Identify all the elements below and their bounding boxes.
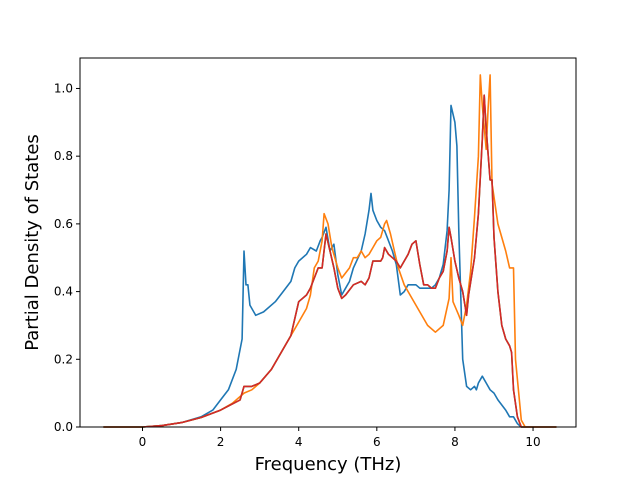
y-tick-label: 0.0 (54, 420, 73, 434)
series-layer (103, 74, 557, 428)
series-line-4 (103, 94, 557, 428)
x-tick-label: 2 (217, 435, 225, 449)
y-axis-ticks: 0.0 0.2 0.4 0.6 0.8 1.0 (54, 81, 80, 434)
x-tick-label: 6 (373, 435, 381, 449)
y-tick-label: 0.2 (54, 352, 73, 366)
y-axis-label: Partial Density of States (22, 134, 43, 351)
x-tick-label: 4 (295, 435, 303, 449)
x-axis-label: Frequency (THz) (255, 454, 402, 475)
x-tick-label: 10 (525, 435, 540, 449)
x-axis-ticks: 0 2 4 6 8 10 (139, 427, 541, 449)
y-tick-label: 0.6 (54, 217, 73, 231)
x-tick-label: 0 (139, 435, 147, 449)
plot-frame (79, 57, 577, 428)
x-tick-label: 8 (451, 435, 459, 449)
y-tick-label: 1.0 (54, 81, 73, 95)
series-line-1 (103, 104, 557, 428)
y-tick-label: 0.8 (54, 149, 73, 163)
y-tick-label: 0.4 (54, 285, 73, 299)
